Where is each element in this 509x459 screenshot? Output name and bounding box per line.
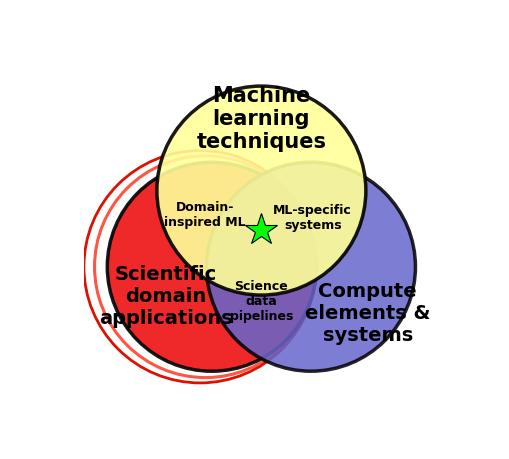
Text: Compute
elements &
systems: Compute elements & systems — [304, 282, 430, 345]
Circle shape — [107, 163, 316, 371]
Text: Science
data
pipelines: Science data pipelines — [229, 279, 293, 322]
Text: ML-specific
systems: ML-specific systems — [273, 204, 351, 232]
Text: Scientific
domain
applications: Scientific domain applications — [99, 264, 232, 327]
Circle shape — [157, 87, 365, 296]
Text: Domain-
inspired ML: Domain- inspired ML — [163, 200, 245, 228]
Circle shape — [206, 163, 415, 371]
Text: Machine
learning
techniques: Machine learning techniques — [196, 85, 326, 152]
